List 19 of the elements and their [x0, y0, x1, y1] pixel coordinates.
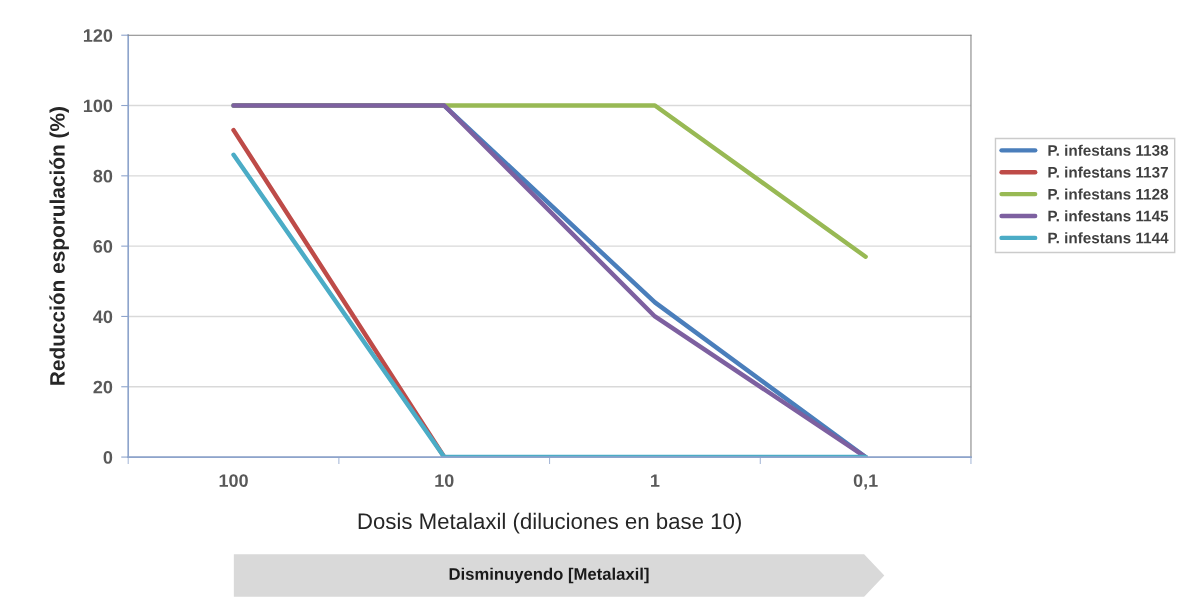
y-tick-label: 120 [83, 29, 113, 42]
legend-label: P. infestans 1144 [1048, 232, 1169, 244]
y-tick-label: 100 [83, 99, 113, 113]
legend-label: P. infestans 1128 [1048, 188, 1169, 200]
y-tick-label: 80 [93, 169, 113, 183]
legend-label: P. infestans 1138 [1048, 144, 1169, 156]
y-tick-label: 20 [93, 380, 113, 394]
y-tick-label: 60 [93, 240, 113, 253]
x-tick-label: 10 [435, 474, 454, 487]
x-tick-label: 0,1 [853, 474, 878, 490]
legend-label: P. infestans 1145 [1048, 210, 1169, 222]
legend-label: P. infestans 1137 [1048, 166, 1168, 178]
x-tick-label: 100 [219, 474, 248, 487]
x-tick-label: 1 [651, 474, 660, 487]
y-tick-label: 0 [103, 451, 113, 464]
x-axis-title: Dosis Metalaxil (diluciones en base 10) [358, 512, 741, 534]
y-tick-label: 40 [93, 310, 113, 324]
y-axis-title: Reducción esporulación (%) [49, 107, 69, 385]
text: Disminuyendo [Metalaxil] [449, 567, 649, 584]
